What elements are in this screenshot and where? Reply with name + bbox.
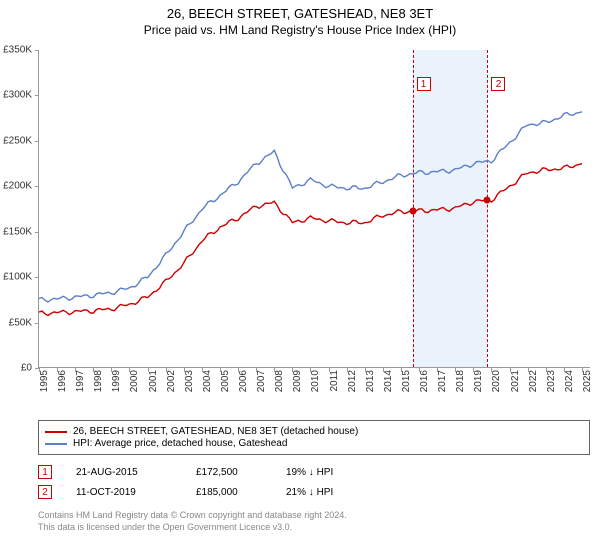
transaction-date: 11-OCT-2019	[76, 487, 196, 498]
x-tick-label: 1998	[93, 370, 104, 392]
x-tick-label: 2012	[347, 370, 358, 392]
series-line-price_paid	[39, 164, 582, 316]
x-tick-label: 2007	[256, 370, 267, 392]
transaction-marker: 2	[38, 485, 52, 499]
x-tick-label: 2004	[202, 370, 213, 392]
legend-box: 26, BEECH STREET, GATESHEAD, NE8 3ET (de…	[38, 420, 590, 455]
x-tick-label: 2009	[292, 370, 303, 392]
page-subtitle: Price paid vs. HM Land Registry's House …	[0, 23, 600, 37]
y-tick-label: £0	[21, 363, 32, 374]
transaction-row: 1 21-AUG-2015£172,50019% ↓ HPI	[38, 462, 590, 482]
series-line-hpi	[39, 112, 582, 302]
legend-item: 26, BEECH STREET, GATESHEAD, NE8 3ET (de…	[45, 426, 583, 437]
transaction-price: £185,000	[196, 487, 286, 498]
transaction-price: £172,500	[196, 467, 286, 478]
attribution-line-1: Contains HM Land Registry data © Crown c…	[38, 510, 590, 522]
x-tick-label: 2024	[564, 370, 575, 392]
legend-item: HPI: Average price, detached house, Gate…	[45, 438, 583, 449]
transaction-date: 21-AUG-2015	[76, 467, 196, 478]
x-tick-label: 2019	[473, 370, 484, 392]
x-tick-label: 2022	[528, 370, 539, 392]
transactions-table: 1 21-AUG-2015£172,50019% ↓ HPI 2 11-OCT-201…	[38, 462, 590, 502]
x-tick-label: 2000	[129, 370, 140, 392]
y-tick-label: £350K	[3, 45, 32, 56]
x-tick-label: 2006	[238, 370, 249, 392]
x-tick-label: 2017	[437, 370, 448, 392]
legend-label: HPI: Average price, detached house, Gate…	[73, 438, 287, 449]
x-tick-label: 2023	[546, 370, 557, 392]
x-tick-label: 1999	[111, 370, 122, 392]
x-tick-label: 2021	[510, 370, 521, 392]
transaction-diff: 19% ↓ HPI	[286, 467, 406, 478]
y-tick-label: £50K	[9, 317, 32, 328]
x-tick-label: 2011	[329, 370, 340, 392]
legend-swatch	[45, 431, 67, 433]
y-tick-label: £200K	[3, 181, 32, 192]
x-tick-label: 1996	[57, 370, 68, 392]
page-title: 26, BEECH STREET, GATESHEAD, NE8 3ET	[0, 6, 600, 21]
y-tick-label: £250K	[3, 135, 32, 146]
x-tick-label: 2010	[310, 370, 321, 392]
y-tick-label: £300K	[3, 90, 32, 101]
x-tick-label: 2014	[383, 370, 394, 392]
x-tick-label: 2015	[401, 370, 412, 392]
price-chart: £0£50K£100K£150K£200K£250K£300K£350K1995…	[38, 50, 590, 390]
x-tick-label: 2016	[419, 370, 430, 392]
attribution-line-2: This data is licensed under the Open Gov…	[38, 522, 590, 534]
x-tick-label: 2002	[166, 370, 177, 392]
x-tick-label: 2020	[491, 370, 502, 392]
x-tick-label: 2003	[184, 370, 195, 392]
y-tick-label: £150K	[3, 226, 32, 237]
x-tick-label: 2025	[582, 370, 593, 392]
transaction-row: 2 11-OCT-2019£185,00021% ↓ HPI	[38, 482, 590, 502]
x-tick-label: 2008	[274, 370, 285, 392]
legend-swatch	[45, 443, 67, 445]
x-tick-label: 2013	[365, 370, 376, 392]
plot-area: £0£50K£100K£150K£200K£250K£300K£350K1995…	[38, 50, 590, 368]
x-tick-label: 1997	[75, 370, 86, 392]
y-tick-label: £100K	[3, 272, 32, 283]
x-tick-label: 2018	[455, 370, 466, 392]
x-tick-label: 2001	[148, 370, 159, 392]
series-svg	[39, 50, 591, 368]
attribution-text: Contains HM Land Registry data © Crown c…	[38, 510, 590, 533]
x-tick-label: 2005	[220, 370, 231, 392]
transaction-marker: 1	[38, 465, 52, 479]
legend-label: 26, BEECH STREET, GATESHEAD, NE8 3ET (de…	[73, 426, 358, 437]
x-tick-label: 1995	[39, 370, 50, 392]
transaction-diff: 21% ↓ HPI	[286, 487, 406, 498]
